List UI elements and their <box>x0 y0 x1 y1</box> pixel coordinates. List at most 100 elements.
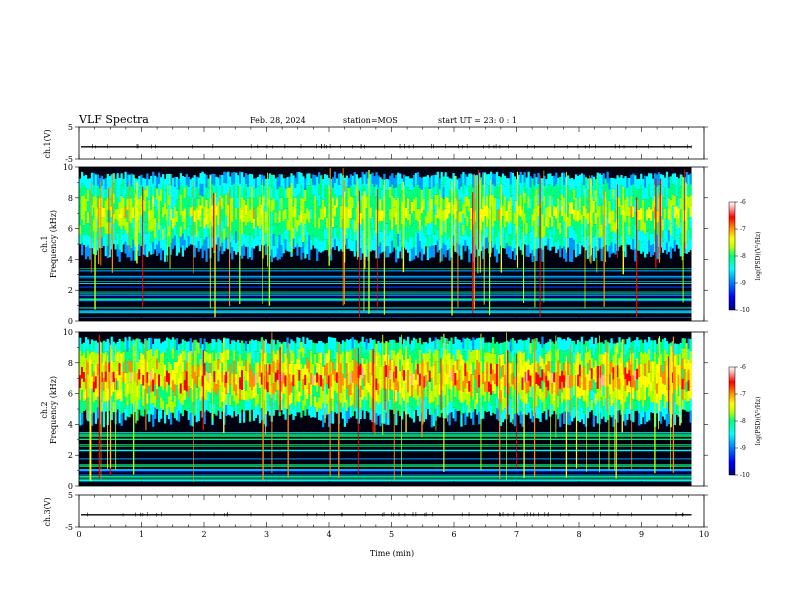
spectrogram-cell <box>205 371 208 381</box>
spectrogram-cell <box>351 218 354 230</box>
spectrogram-cell <box>519 411 522 424</box>
spectrogram-cell <box>118 225 121 238</box>
spectrogram-cell <box>622 178 625 189</box>
spectrogram-cell <box>545 179 548 189</box>
spectrogram-cell <box>329 213 333 226</box>
spectrogram-cell <box>310 208 313 220</box>
spectrogram-cell <box>122 188 125 198</box>
spectrogram-cell <box>284 342 287 354</box>
spectrogram-cell <box>213 185 216 197</box>
spectrogram-cell <box>685 172 688 184</box>
spectrogram-cell <box>189 375 192 389</box>
spectrogram-cell <box>412 410 416 423</box>
spectrogram-cell <box>282 341 285 353</box>
spectrogram-cell <box>90 183 94 195</box>
spectrogram-cell <box>239 388 242 401</box>
spectrogram-cell <box>175 210 179 223</box>
spectrogram-cell <box>578 399 582 411</box>
spectrogram-cell <box>175 233 179 245</box>
spectrogram-cell <box>559 350 562 364</box>
spectrogram-cell <box>359 407 362 419</box>
spectrogram-cell <box>150 337 153 349</box>
spectrogram-cell <box>82 195 86 206</box>
spectrogram-cell <box>399 348 402 360</box>
spectrogram-cell <box>280 353 283 363</box>
spectrogram-cell <box>489 405 493 416</box>
spectrogram-cell <box>628 359 631 371</box>
spectrogram-cell <box>270 212 273 225</box>
spectrogram-cell <box>468 359 471 371</box>
spectrogram-cell <box>586 341 590 353</box>
spectrogram-cell <box>468 224 471 237</box>
spectrogram-cell <box>331 411 335 424</box>
spectrogram-cell <box>486 216 489 228</box>
spectrogram-cell <box>278 198 281 211</box>
spectrogram-cell <box>681 389 684 400</box>
spectrogram-cell <box>203 195 206 207</box>
spectrogram-cell <box>193 339 196 351</box>
spectrogram-cell <box>90 237 94 249</box>
spectrogram-cell <box>484 391 487 402</box>
spectrogram-cell <box>79 412 82 426</box>
spectrogram-cell <box>460 342 463 355</box>
spectrogram-cell <box>636 189 639 200</box>
spectrogram-cell <box>389 340 392 350</box>
spectrogram-cell <box>393 197 396 208</box>
spectrogram-cell <box>651 211 655 223</box>
spectrogram-cell <box>80 343 84 356</box>
spectrogram-cell <box>557 228 560 240</box>
spectrogram-cell <box>227 349 230 361</box>
spectrogram-cell <box>169 363 173 377</box>
spectrogram-cell <box>452 365 455 376</box>
spectrogram-cell <box>278 222 281 235</box>
spectrogram-cell <box>274 400 277 411</box>
spectrogram-cell <box>628 381 631 393</box>
spectrogram-cell <box>385 190 388 202</box>
spectrogram-cell <box>582 205 586 217</box>
spectrogram-cell <box>124 230 127 242</box>
spectrogram-cell <box>248 221 252 234</box>
spectrogram-cell <box>406 358 410 370</box>
spectrogram-cell <box>578 208 582 221</box>
spectrogram-cell <box>572 179 576 190</box>
spectrogram-cell <box>286 337 289 348</box>
spectrogram-cell <box>235 184 238 197</box>
spectrogram-cell <box>96 342 100 354</box>
spectrogram-cell <box>408 375 412 386</box>
spectrogram-cell <box>345 375 349 388</box>
spectrogram-cell <box>373 239 376 251</box>
spectrogram-cell <box>325 239 329 251</box>
spectrogram-cell <box>403 184 406 196</box>
spectrogram-cell <box>653 207 657 219</box>
spectrogram-cell <box>624 414 627 426</box>
spectrogram-cell <box>84 399 88 410</box>
spectrogram-cell <box>272 245 275 258</box>
spectrogram-cell <box>213 381 216 393</box>
spectrogram-cell <box>335 372 339 383</box>
spectrogram-cell <box>648 360 651 373</box>
spectrogram-cell <box>385 246 388 258</box>
spectrogram-cell <box>448 237 451 249</box>
spectrogram-cell <box>677 406 680 417</box>
spectrogram-cell <box>329 202 333 214</box>
spectrogram-cell <box>116 185 119 198</box>
spectrogram-cell <box>304 235 307 248</box>
spectrogram-cell <box>622 339 625 351</box>
spectrogram-cell <box>325 353 329 364</box>
spectrogram-cell <box>274 372 277 382</box>
spectrogram-cell <box>442 198 445 210</box>
spectrogram-cell <box>377 351 380 363</box>
spectrogram-cell <box>298 172 301 183</box>
spectrogram-cell <box>150 243 153 255</box>
spectrogram-cell <box>197 365 200 377</box>
spectrogram-cell <box>361 172 364 184</box>
spectrogram-cell <box>343 341 347 354</box>
spectrogram-cell <box>286 177 289 188</box>
spectrogram-cell <box>331 227 335 238</box>
spectrogram-cell <box>246 198 250 211</box>
spectrogram-cell <box>179 204 183 216</box>
spectrogram-cell <box>229 344 232 355</box>
spectrogram-cell <box>572 351 576 363</box>
spectrogram-cell <box>215 384 218 395</box>
spectrogram-cell <box>472 224 475 238</box>
